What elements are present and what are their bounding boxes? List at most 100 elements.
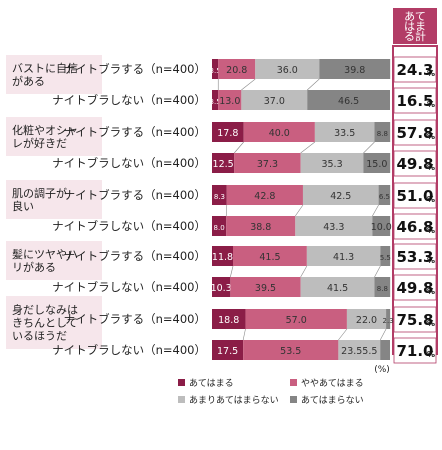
legend-label: あてはまらない <box>301 395 364 406</box>
row-label: ナイトブラしない（n=400） <box>52 343 206 357</box>
bar-segment <box>372 216 391 236</box>
bar-segment <box>306 246 381 266</box>
bar-value-label: 10.3 <box>211 283 232 294</box>
bar-value-label: 13.0 <box>219 96 240 107</box>
legend-label: ややあてはまる <box>301 378 364 389</box>
bar-segment <box>363 153 391 173</box>
bar-segment <box>378 185 391 205</box>
row-label: ナイトブラしない（n=400） <box>52 156 206 170</box>
bar-segment <box>300 153 364 173</box>
total-header-text: る計 <box>404 29 426 43</box>
category-box <box>6 241 102 280</box>
row-labels: ナイトブラする（n=400） ナイトブラしない（n=400） ナイトブラする（n=4… <box>52 62 206 357</box>
bar-value-label: 53.5 <box>280 346 301 357</box>
bar-segment <box>212 340 244 360</box>
bar-segment <box>255 59 320 79</box>
bar-segment <box>233 246 307 266</box>
bar-value-label: 42.8 <box>254 191 275 202</box>
bar-value-label: 5.5 <box>380 254 391 262</box>
bar-segment <box>374 122 391 142</box>
bar-value-label: 41.3 <box>333 252 354 263</box>
row-label: ナイトブラする（n=400） <box>64 188 206 202</box>
connector-line <box>225 204 228 217</box>
category-label: 肌の調子が <box>12 186 67 200</box>
bar-segment <box>212 90 219 110</box>
total-header-text: はま <box>404 20 426 33</box>
category-label: いるほうだ <box>12 330 67 343</box>
total-box <box>393 150 437 177</box>
bar-value-label: 11.8 <box>212 252 233 263</box>
category-label: リがある <box>12 260 56 274</box>
connector-line <box>372 204 379 217</box>
bar-value-label: 35.3 <box>321 159 342 170</box>
category-label: 良い <box>12 199 34 213</box>
bar-value-label: 17.8 <box>217 128 238 139</box>
connector-line <box>300 141 316 154</box>
category-label: きちんとして <box>12 317 78 330</box>
bar-value-label: 12.5 <box>213 159 234 170</box>
bar-value-label: 18.8 <box>218 315 239 326</box>
row-label: ナイトブラする（n=400） <box>64 312 206 326</box>
bar-value-label: 37.0 <box>264 96 285 107</box>
category-labels: バストに自信がある化粧やオシャレが好きだ肌の調子が良い髪にツヤやハリがある身だし… <box>6 55 102 349</box>
category-label: がある <box>12 74 45 88</box>
total-box <box>393 243 437 270</box>
bar-segment <box>338 340 381 360</box>
bar-segment <box>295 216 373 236</box>
connector-line <box>234 141 244 154</box>
row-label: ナイトブラしない（n=400） <box>52 280 206 294</box>
category-label: バストに自信 <box>12 62 78 75</box>
row-label: ナイトブラする（n=400） <box>64 125 206 139</box>
bar-segment <box>374 277 391 297</box>
bar-segment <box>212 216 227 236</box>
connector-line <box>300 265 308 278</box>
category-box <box>6 180 102 219</box>
bar-segment <box>243 340 339 360</box>
bar-segment <box>212 277 231 297</box>
bar-value-label: 3.5 <box>210 67 221 75</box>
total-percent-sign: % <box>427 163 435 172</box>
category-box <box>6 117 102 156</box>
legend-swatch <box>178 396 185 403</box>
connector-line <box>241 78 256 91</box>
bar-value-label: 2.3 <box>383 317 394 325</box>
bar-value-label: 40.0 <box>269 128 290 139</box>
legend-label: あてはまる <box>189 378 234 389</box>
row-label: ナイトブラしない（n=400） <box>52 93 206 107</box>
row-label: ナイトブラする（n=400） <box>64 249 206 263</box>
total-box <box>393 182 437 209</box>
bar-value-label: 8.8 <box>377 130 388 138</box>
bar-segment <box>234 153 301 173</box>
bar-segment <box>230 277 301 297</box>
category-box <box>6 55 102 94</box>
bar-segment <box>212 59 219 79</box>
total-header-text: あて <box>404 10 426 23</box>
category-label: レが好きだ <box>12 136 67 150</box>
legend-swatch <box>290 396 297 403</box>
bar-value-label: 20.8 <box>226 65 247 76</box>
totals-column: 24.3%16.5%57.8%49.8%51.0%46.8%53.3%49.8%… <box>393 56 437 364</box>
bar-value-label: 8.8 <box>377 285 388 293</box>
bar-value-label: 6.5 <box>379 193 390 201</box>
total-box <box>393 56 437 83</box>
legend-label: あまりあてはまらない <box>189 395 279 406</box>
bars: 3.5 20.8 36.0 39.83.513.0 37.0 46.517.8 40.0 33… <box>210 59 394 360</box>
total-box <box>393 213 437 240</box>
bar-segment <box>314 122 375 142</box>
total-value: 24.3 <box>396 61 433 79</box>
bar-segment <box>307 90 390 110</box>
total-percent-sign: % <box>427 226 435 235</box>
connector-line <box>338 328 348 341</box>
bar-value-label: 43.3 <box>323 222 344 233</box>
total-box <box>393 274 437 301</box>
bar-value-label: 37.3 <box>257 159 278 170</box>
bar-segment <box>212 122 244 142</box>
total-box <box>393 306 437 333</box>
total-value: 49.8 <box>396 279 433 297</box>
connector-line <box>295 204 304 217</box>
row-label: ナイトブラしない（n=400） <box>52 219 206 233</box>
total-percent-sign: % <box>427 100 435 109</box>
bar-value-label: 57.0 <box>286 315 307 326</box>
